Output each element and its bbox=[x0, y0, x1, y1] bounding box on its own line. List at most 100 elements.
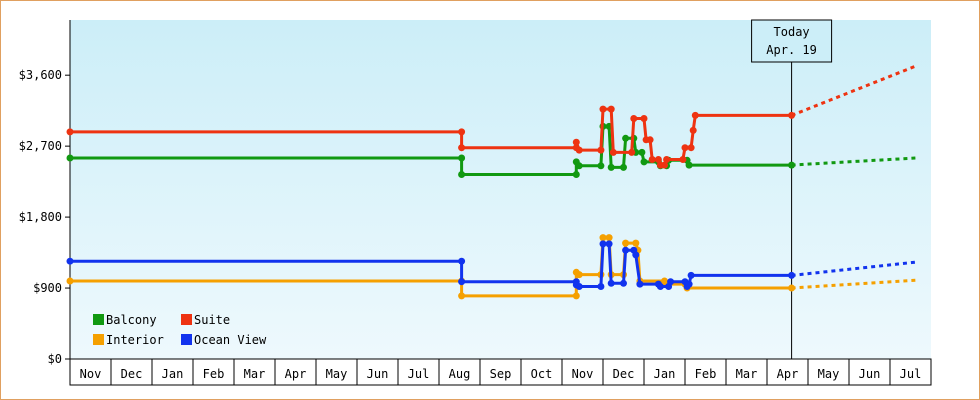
x-tick-label: Feb bbox=[695, 367, 717, 381]
data-point bbox=[597, 283, 605, 290]
legend-swatch-suite bbox=[181, 314, 192, 325]
data-point bbox=[599, 240, 607, 248]
data-point bbox=[607, 163, 615, 171]
data-point bbox=[628, 148, 636, 156]
legend-label-suite: Suite bbox=[194, 313, 230, 327]
data-point bbox=[663, 156, 671, 163]
forecast-line-balcony bbox=[791, 156, 917, 167]
y-axis: $0 $900 $1,800 $2,700 $3,600 bbox=[19, 20, 71, 366]
data-point bbox=[622, 134, 630, 142]
data-point bbox=[458, 257, 466, 265]
data-point bbox=[597, 162, 605, 170]
x-tick-label: Jan bbox=[654, 367, 676, 381]
legend-label-balcony: Balcony bbox=[106, 313, 157, 327]
data-point bbox=[788, 284, 796, 292]
data-point bbox=[661, 161, 668, 169]
x-tick-label: May bbox=[818, 367, 840, 381]
x-tick-label: Mar bbox=[736, 367, 758, 381]
plot-background bbox=[70, 20, 931, 359]
data-point bbox=[687, 271, 695, 279]
x-tick-label: Jul bbox=[900, 367, 922, 381]
data-point bbox=[689, 126, 697, 134]
x-tick-label: Jul bbox=[408, 367, 430, 381]
data-point bbox=[458, 144, 466, 152]
data-point bbox=[609, 148, 617, 156]
data-point bbox=[575, 283, 583, 290]
x-tick-label: Sep bbox=[490, 367, 512, 381]
legend-label-interior: Interior bbox=[106, 333, 164, 347]
data-point bbox=[656, 283, 664, 290]
data-point bbox=[685, 280, 693, 288]
legend-swatch-balcony bbox=[93, 314, 104, 325]
series-suite bbox=[66, 64, 918, 169]
data-point bbox=[646, 136, 654, 144]
x-tick-label: Dec bbox=[121, 367, 143, 381]
data-point bbox=[66, 154, 74, 162]
forecast-line-suite bbox=[791, 64, 918, 117]
x-tick-label: Apr bbox=[285, 367, 307, 381]
data-point bbox=[607, 105, 615, 113]
data-point bbox=[622, 239, 630, 247]
legend-swatch-ocean-view bbox=[181, 334, 192, 345]
legend-swatch-interior bbox=[93, 334, 104, 345]
forecast-line-ocean-view bbox=[791, 260, 917, 277]
x-tick-label: Dec bbox=[613, 367, 635, 381]
data-point bbox=[788, 111, 796, 119]
data-point bbox=[681, 144, 689, 152]
forecast-line-interior bbox=[791, 278, 917, 290]
data-point bbox=[679, 156, 687, 163]
today-date: Apr. 19 bbox=[766, 43, 817, 57]
today-box bbox=[751, 19, 833, 63]
data-point bbox=[66, 257, 74, 265]
data-point bbox=[632, 239, 640, 247]
data-point bbox=[605, 234, 613, 242]
data-point bbox=[620, 163, 627, 171]
x-tick-label: Nov bbox=[572, 367, 594, 381]
data-point bbox=[687, 144, 695, 152]
data-point bbox=[685, 161, 693, 169]
x-tick-label: Jan bbox=[162, 367, 184, 381]
y-tick-label: $1,800 bbox=[19, 210, 62, 224]
data-point bbox=[691, 111, 699, 119]
today-marker: Today Apr. 19 bbox=[751, 19, 833, 359]
data-point bbox=[572, 292, 580, 300]
data-point bbox=[630, 115, 638, 122]
data-point bbox=[458, 128, 466, 136]
data-point bbox=[66, 128, 74, 136]
y-tick-label: $3,600 bbox=[19, 68, 62, 82]
y-tick-label: $0 bbox=[48, 352, 62, 366]
data-point bbox=[572, 171, 580, 178]
data-point bbox=[575, 271, 583, 279]
data-point bbox=[599, 234, 607, 242]
data-point bbox=[620, 279, 627, 287]
data-point bbox=[622, 246, 630, 254]
x-tick-label: May bbox=[326, 367, 348, 381]
data-point bbox=[458, 292, 466, 300]
x-axis: Nov Dec Jan Feb Mar Apr May Jun Jul Aug Sep Oct Nov D… bbox=[69, 358, 932, 386]
data-point bbox=[605, 240, 613, 248]
x-axis-band bbox=[69, 358, 932, 386]
x-tick-label: Jun bbox=[367, 367, 389, 381]
data-point bbox=[458, 278, 466, 286]
data-point bbox=[648, 156, 656, 163]
legend-label-ocean-view: Ocean View bbox=[194, 333, 267, 347]
data-point bbox=[654, 156, 662, 163]
y-tick-label: $2,700 bbox=[19, 139, 62, 153]
data-point bbox=[575, 162, 583, 170]
x-tick-label: Apr bbox=[777, 367, 799, 381]
data-point bbox=[458, 171, 466, 178]
data-point bbox=[788, 161, 796, 169]
x-tick-label: Nov bbox=[80, 367, 102, 381]
data-point bbox=[607, 279, 615, 287]
x-tick-label: Mar bbox=[244, 367, 266, 381]
data-point bbox=[638, 148, 646, 156]
x-tick-label: Feb bbox=[203, 367, 225, 381]
data-point bbox=[597, 146, 605, 154]
data-point bbox=[572, 138, 580, 146]
data-point bbox=[66, 277, 74, 285]
series-lines bbox=[66, 64, 918, 300]
data-point bbox=[632, 251, 640, 259]
data-point bbox=[640, 115, 648, 122]
series-ocean-view bbox=[66, 240, 917, 290]
